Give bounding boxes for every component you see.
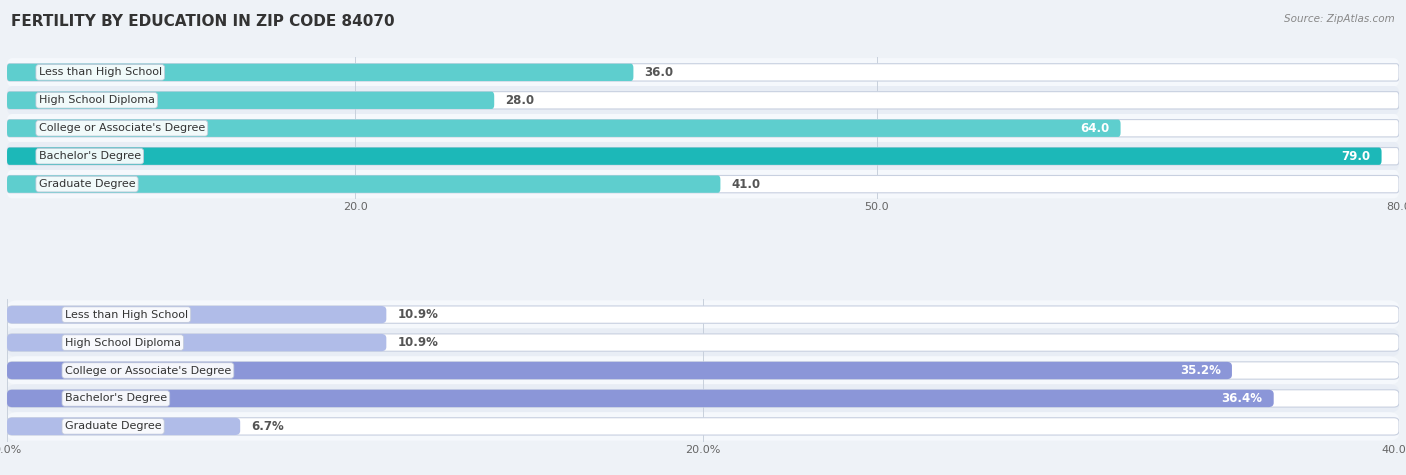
Text: Graduate Degree: Graduate Degree (39, 179, 135, 189)
Text: 6.7%: 6.7% (252, 420, 284, 433)
Text: Less than High School: Less than High School (39, 67, 162, 77)
FancyBboxPatch shape (7, 390, 1399, 407)
FancyBboxPatch shape (7, 148, 1382, 165)
Text: College or Associate's Degree: College or Associate's Degree (39, 123, 205, 133)
Text: 28.0: 28.0 (505, 94, 534, 107)
FancyBboxPatch shape (7, 142, 1399, 171)
Text: 79.0: 79.0 (1341, 150, 1371, 163)
Text: College or Associate's Degree: College or Associate's Degree (65, 365, 231, 376)
FancyBboxPatch shape (7, 418, 1399, 435)
Text: 10.9%: 10.9% (398, 308, 439, 321)
FancyBboxPatch shape (7, 92, 495, 109)
FancyBboxPatch shape (7, 175, 1399, 193)
Text: 64.0: 64.0 (1080, 122, 1109, 135)
FancyBboxPatch shape (7, 390, 1274, 407)
Text: 36.0: 36.0 (644, 66, 673, 79)
Text: 36.4%: 36.4% (1222, 392, 1263, 405)
Text: Bachelor's Degree: Bachelor's Degree (39, 151, 141, 161)
FancyBboxPatch shape (7, 306, 1399, 323)
Text: FERTILITY BY EDUCATION IN ZIP CODE 84070: FERTILITY BY EDUCATION IN ZIP CODE 84070 (11, 14, 395, 29)
FancyBboxPatch shape (7, 64, 633, 81)
Text: Source: ZipAtlas.com: Source: ZipAtlas.com (1284, 14, 1395, 24)
FancyBboxPatch shape (7, 306, 387, 323)
FancyBboxPatch shape (7, 170, 1399, 199)
FancyBboxPatch shape (7, 114, 1399, 142)
FancyBboxPatch shape (7, 384, 1399, 413)
Text: Less than High School: Less than High School (65, 310, 188, 320)
FancyBboxPatch shape (7, 86, 1399, 114)
Text: Graduate Degree: Graduate Degree (65, 421, 162, 431)
FancyBboxPatch shape (7, 412, 1399, 441)
FancyBboxPatch shape (7, 328, 1399, 357)
FancyBboxPatch shape (7, 120, 1121, 137)
Text: Bachelor's Degree: Bachelor's Degree (65, 393, 167, 403)
FancyBboxPatch shape (7, 356, 1399, 385)
FancyBboxPatch shape (7, 334, 387, 351)
Text: 41.0: 41.0 (731, 178, 761, 190)
FancyBboxPatch shape (7, 418, 240, 435)
FancyBboxPatch shape (7, 92, 1399, 109)
FancyBboxPatch shape (7, 64, 1399, 81)
Text: 35.2%: 35.2% (1180, 364, 1220, 377)
Text: 10.9%: 10.9% (398, 336, 439, 349)
FancyBboxPatch shape (7, 120, 1399, 137)
FancyBboxPatch shape (7, 148, 1399, 165)
Text: High School Diploma: High School Diploma (39, 95, 155, 105)
Text: High School Diploma: High School Diploma (65, 338, 181, 348)
FancyBboxPatch shape (7, 362, 1232, 379)
FancyBboxPatch shape (7, 175, 720, 193)
FancyBboxPatch shape (7, 300, 1399, 329)
FancyBboxPatch shape (7, 58, 1399, 86)
FancyBboxPatch shape (7, 334, 1399, 351)
FancyBboxPatch shape (7, 362, 1399, 379)
